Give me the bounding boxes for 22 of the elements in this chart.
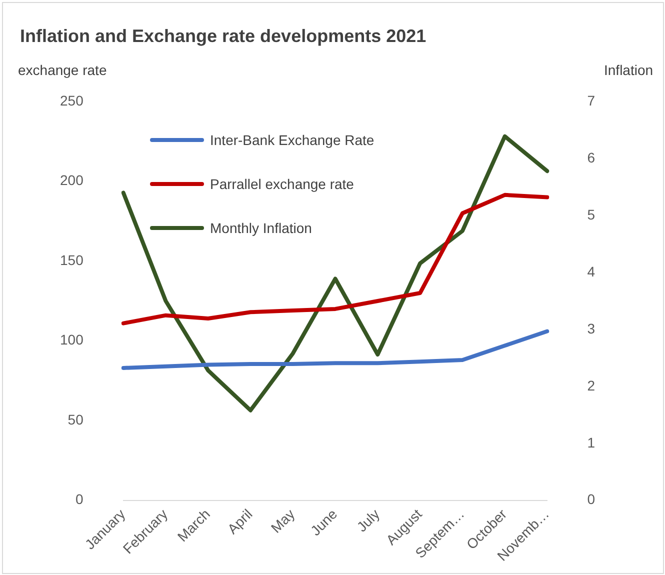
- y-tick-label: 100: [60, 332, 84, 348]
- y-tick-label: 200: [60, 172, 84, 188]
- y-tick-label: 50: [68, 411, 84, 428]
- y2-tick-label: 6: [587, 149, 596, 166]
- legend-label: Parrallel exchange rate: [210, 176, 354, 192]
- legend-label: Inter-Bank Exchange Rate: [210, 132, 374, 148]
- y2-tick-label: 0: [587, 491, 596, 508]
- y2-tick-label: 4: [587, 263, 596, 280]
- y-tick-label: 0: [76, 491, 84, 508]
- y2-axis-title: Inflation: [604, 62, 654, 78]
- y2-tick-label: 1: [587, 434, 596, 450]
- y-axis-title: exchange rate: [18, 62, 107, 78]
- x-tick-label: May: [268, 506, 298, 536]
- y2-tick-label: 2: [587, 377, 596, 394]
- chart-title: Inflation and Exchange rate developments 2021: [20, 26, 426, 46]
- y2-tick-label: 7: [587, 92, 596, 108]
- y2-tick-label: 5: [587, 206, 596, 222]
- y-tick-label: 150: [60, 252, 84, 268]
- x-tick-label: July: [354, 506, 383, 535]
- y2-tick-label: 3: [587, 320, 596, 336]
- y-tick-label: 250: [60, 92, 84, 108]
- legend-label: Monthly Inflation: [210, 220, 312, 236]
